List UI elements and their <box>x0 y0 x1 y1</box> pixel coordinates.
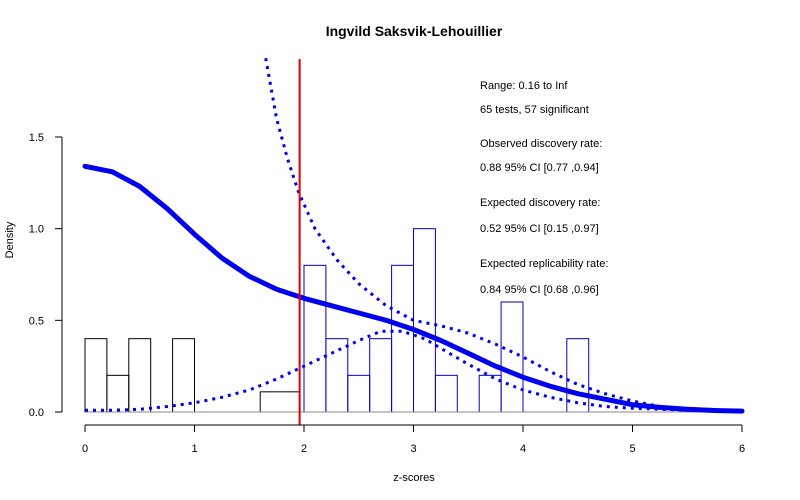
histogram-bar-2 <box>128 338 152 413</box>
histogram-bar-1 <box>106 374 130 413</box>
histogram-bar-13 <box>500 301 524 413</box>
chart-title: Ingvild Saksvik-Lehouillier <box>326 23 503 39</box>
histogram-bar-5 <box>303 264 327 413</box>
annotation-odr-value: 0.88 95% CI [0.77 ,0.94] <box>480 162 599 174</box>
annotation-block: Range: 0.16 to Inf 65 tests, 57 signific… <box>480 80 608 296</box>
x-tick-label-6: 6 <box>739 443 745 455</box>
x-tick-label-3: 3 <box>410 443 416 455</box>
y-tick-label-2: 1.0 <box>29 224 44 236</box>
annotation-tests: 65 tests, 57 significant <box>480 104 589 116</box>
histogram-bar-6 <box>325 338 349 413</box>
y-tick-label-0: 0.0 <box>29 407 44 419</box>
x-axis-label: z-scores <box>393 472 435 484</box>
axes: 0 1 2 3 4 5 6 0.0 0.5 1.0 1.5 <box>29 132 745 455</box>
histogram-bar-0 <box>84 338 108 413</box>
annotation-range: Range: 0.16 to Inf <box>480 80 568 92</box>
annotation-edr-value: 0.52 95% CI [0.15 ,0.97] <box>480 223 599 235</box>
annotation-err-value: 0.84 95% CI [0.68 ,0.96] <box>480 284 599 296</box>
histogram-bar-11 <box>434 374 458 413</box>
histogram-bar-8 <box>369 338 393 413</box>
histogram-bar-12 <box>478 374 502 413</box>
x-tick-label-5: 5 <box>629 443 635 455</box>
histogram-bar-9 <box>391 264 415 413</box>
histogram-bar-4 <box>259 391 301 413</box>
curve-solid <box>82 163 745 414</box>
density-curves <box>82 57 745 414</box>
annotation-odr-label: Observed discovery rate: <box>480 138 602 150</box>
x-tick-label-0: 0 <box>82 443 88 455</box>
annotation-edr-label: Expected discovery rate: <box>480 197 600 209</box>
y-tick-label-1: 0.5 <box>29 315 44 327</box>
y-axis-label: Density <box>4 221 16 258</box>
x-tick-label-2: 2 <box>301 443 307 455</box>
x-tick-label-4: 4 <box>520 443 526 455</box>
histogram-bar-7 <box>347 374 371 413</box>
annotation-err-label: Expected replicability rate: <box>480 258 608 270</box>
y-tick-label-3: 1.5 <box>29 132 44 144</box>
histogram-bar-10 <box>413 228 436 413</box>
x-tick-label-1: 1 <box>191 443 197 455</box>
curve-dotted-lower <box>85 329 743 413</box>
histogram-bar-3 <box>172 338 196 413</box>
